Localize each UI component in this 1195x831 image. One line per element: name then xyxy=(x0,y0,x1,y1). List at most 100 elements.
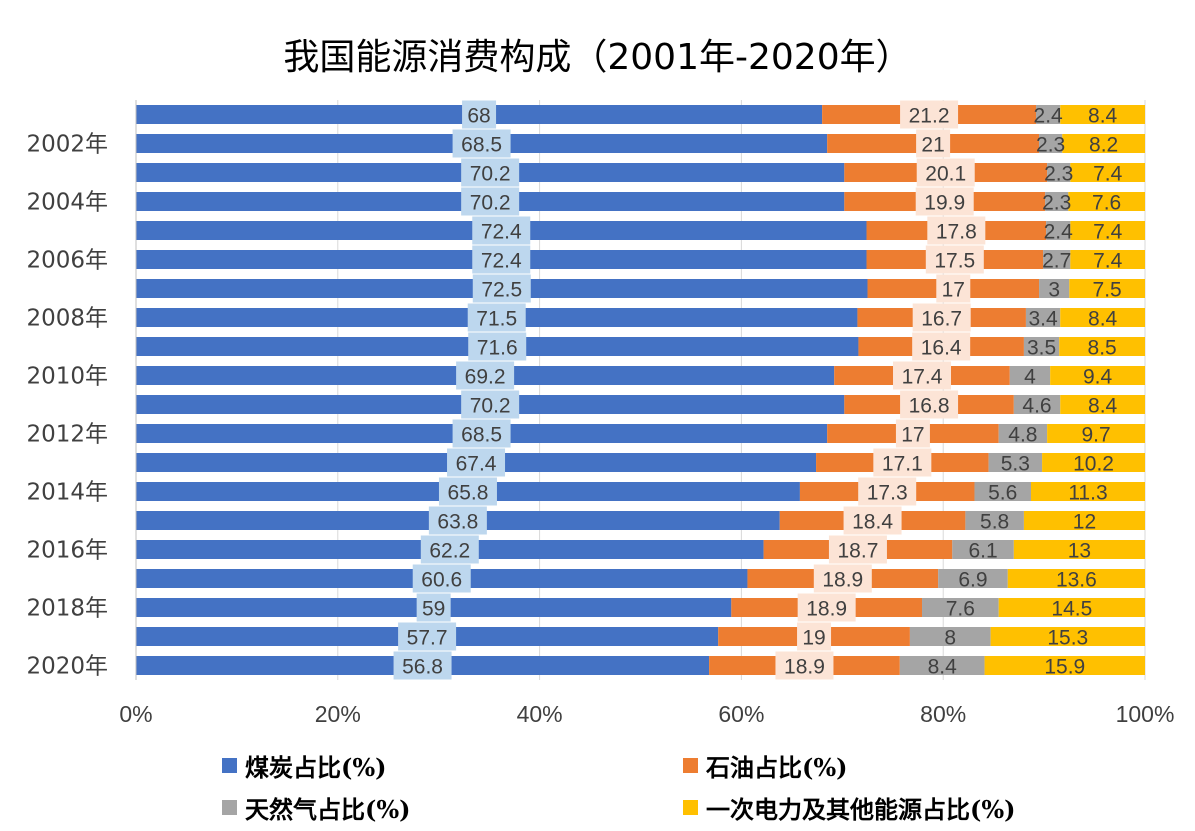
x-tick-label: 100% xyxy=(1116,701,1175,727)
data-label-background xyxy=(797,593,856,622)
y-tick-label: 2004年 xyxy=(26,190,108,216)
legend-swatch xyxy=(222,758,237,773)
data-label: 19.9 xyxy=(924,192,965,215)
data-label: 4.6 xyxy=(1022,395,1051,418)
data-label: 8 xyxy=(944,627,956,650)
legend-item: 煤炭占比(%) xyxy=(222,748,387,783)
data-label: 70.2 xyxy=(470,163,511,186)
data-label: 18.9 xyxy=(784,656,825,679)
data-label-background xyxy=(900,390,959,419)
data-label: 2.3 xyxy=(1036,134,1065,157)
chart-title: 我国能源消费构成（2001年-2020年） xyxy=(283,37,912,78)
data-label: 9.4 xyxy=(1083,366,1113,389)
data-label: 67.4 xyxy=(456,453,497,476)
data-label: 17 xyxy=(901,424,924,447)
bar-segment xyxy=(984,656,1145,675)
x-tick-label: 20% xyxy=(315,701,361,727)
data-label: 5.6 xyxy=(988,482,1017,505)
y-tick-label: 2006年 xyxy=(26,248,108,274)
data-label-background xyxy=(438,477,497,506)
data-label-background xyxy=(900,100,959,129)
data-label: 16.4 xyxy=(921,337,962,360)
data-label: 2.7 xyxy=(1042,250,1071,273)
bar-segment xyxy=(1036,105,1061,124)
data-label: 2.4 xyxy=(1044,221,1074,244)
data-label-background xyxy=(428,506,487,535)
data-label-background xyxy=(467,303,526,332)
data-label: 12 xyxy=(1073,511,1096,534)
data-label-background xyxy=(775,651,834,680)
data-label-background xyxy=(398,622,457,651)
bar-segment xyxy=(1007,569,1145,588)
bar-segment xyxy=(952,540,1014,559)
data-label: 8.4 xyxy=(928,656,958,679)
data-label-background xyxy=(916,129,951,158)
x-tick-label: 60% xyxy=(718,701,764,727)
bar-segment xyxy=(922,598,999,617)
data-label: 8.4 xyxy=(1088,308,1118,331)
data-label-background xyxy=(912,332,971,361)
y-tick-label: 2008年 xyxy=(26,306,108,332)
data-label: 71.6 xyxy=(477,337,518,360)
bar-segment xyxy=(1023,511,1145,530)
data-label: 16.7 xyxy=(921,308,962,331)
data-label: 15.9 xyxy=(1044,656,1085,679)
y-tick-label: 2010年 xyxy=(26,364,108,390)
data-label: 10.2 xyxy=(1073,453,1114,476)
data-label-background xyxy=(797,622,832,651)
data-label: 69.2 xyxy=(465,366,506,389)
y-tick-label: 2012年 xyxy=(26,422,108,448)
data-label-background xyxy=(895,419,930,448)
legend-swatch xyxy=(683,800,698,815)
data-label: 65.8 xyxy=(448,482,489,505)
bar-segment xyxy=(1070,250,1145,269)
data-label-background xyxy=(452,129,511,158)
data-label-background xyxy=(447,448,506,477)
data-label: 6.1 xyxy=(968,540,997,563)
data-label: 72.4 xyxy=(481,250,522,273)
x-tick-label: 80% xyxy=(920,701,966,727)
bar-segment xyxy=(1046,221,1071,240)
data-label: 7.4 xyxy=(1093,163,1123,186)
data-label-background xyxy=(843,506,902,535)
bar-segment xyxy=(909,627,991,646)
data-label-background xyxy=(936,274,971,303)
data-label: 68 xyxy=(467,105,490,128)
grid-lines xyxy=(135,100,1146,680)
data-label: 19 xyxy=(802,627,825,650)
data-label: 2.4 xyxy=(1034,105,1064,128)
data-label-background xyxy=(893,361,952,390)
data-label-background xyxy=(828,535,887,564)
legend-label: 一次电力及其他能源占比(%) xyxy=(706,795,1016,824)
data-label: 18.4 xyxy=(852,511,893,534)
data-label: 4 xyxy=(1024,366,1036,389)
data-label-background xyxy=(462,100,497,129)
data-label: 3.4 xyxy=(1028,308,1058,331)
data-label: 70.2 xyxy=(470,192,511,215)
data-label: 57.7 xyxy=(407,627,448,650)
data-label-background xyxy=(461,390,520,419)
data-label: 13 xyxy=(1068,540,1091,563)
data-label: 18.9 xyxy=(822,569,863,592)
bar-segment xyxy=(1060,395,1145,414)
data-labels: 68 21.2 2.4 8.4 68.5 21 2.3 8.2 70.2 20.1 2.3 7.4 70… xyxy=(393,100,1123,680)
data-label: 17.5 xyxy=(934,250,975,273)
bar-segment xyxy=(998,424,1048,443)
data-label: 71.5 xyxy=(476,308,517,331)
bar-segment xyxy=(1023,337,1060,356)
bar-segment xyxy=(998,598,1145,617)
data-label: 62.2 xyxy=(429,540,470,563)
bar-segment xyxy=(988,453,1043,472)
bar-segment xyxy=(899,656,985,675)
data-label-background xyxy=(468,332,527,361)
data-label: 21.2 xyxy=(909,105,950,128)
data-label: 2.3 xyxy=(1042,192,1071,215)
bar-segment xyxy=(1039,134,1063,153)
bar-segment xyxy=(1043,250,1071,269)
data-label: 68.5 xyxy=(461,424,502,447)
x-tick-label: 0% xyxy=(119,701,152,727)
data-label-background xyxy=(858,477,917,506)
y-tick-label: 2018年 xyxy=(26,596,108,622)
data-label: 5.3 xyxy=(1001,453,1030,476)
